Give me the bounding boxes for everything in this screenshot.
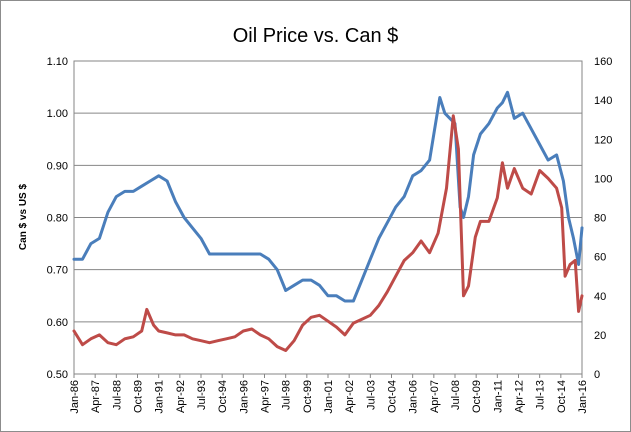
x-tick-label: Apr-12 <box>514 380 526 413</box>
y-tick-label: 0.90 <box>47 160 68 172</box>
x-tick-label: Oct-99 <box>302 380 314 413</box>
x-tick-label: Jan-01 <box>323 380 335 414</box>
y2-tick-label: 20 <box>594 330 606 342</box>
x-tick-label: Oct-89 <box>133 380 145 413</box>
x-tick-label: Jul-93 <box>196 380 208 410</box>
x-tick-label: Apr-97 <box>260 380 272 413</box>
x-tick-label: Jul-13 <box>535 380 547 410</box>
y2-tick-label: 0 <box>594 369 600 381</box>
x-tick-label: Jan-86 <box>69 380 81 414</box>
x-tick-label: Jan-06 <box>408 380 420 414</box>
y-tick-label: 0.50 <box>47 369 68 381</box>
y2-tick-label: 100 <box>594 173 612 185</box>
x-tick-label: Jul-88 <box>111 380 123 410</box>
series-layer <box>72 90 584 352</box>
y2-tick-label: 120 <box>594 134 612 146</box>
x-tick-label: Apr-02 <box>344 380 356 413</box>
y2-tick-label: 160 <box>594 56 612 68</box>
series-line-right-axis <box>72 114 584 352</box>
x-tick-label: Apr-92 <box>175 380 187 413</box>
chart-title: Oil Price vs. Can $ <box>233 25 399 47</box>
x-tick-label: Jan-91 <box>154 380 166 414</box>
y-tick-label: 1.00 <box>47 108 68 120</box>
y2-tick-label: 80 <box>594 213 606 225</box>
x-tick-label: Oct-94 <box>217 380 229 413</box>
x-tick-label: Jan-16 <box>577 380 589 414</box>
y-tick-label: 0.70 <box>47 265 68 277</box>
y-axis-label: Can $ vs US $ <box>18 183 29 250</box>
gridlines <box>74 112 582 323</box>
x-tick-label: Oct-09 <box>471 380 483 413</box>
x-tick-label: Jul-03 <box>365 380 377 410</box>
x-tick-label: Jan-11 <box>492 380 504 413</box>
x-tick-label: Jul-08 <box>450 380 462 410</box>
axes-layer: 0.50 0.60 0.70 0.80 0.90 1.00 1.10 0 20 40 60 80 100… <box>47 56 613 414</box>
x-tick-label: Oct-14 <box>556 380 568 413</box>
y-tick-label: 0.60 <box>47 317 68 329</box>
y2-tick-label: 140 <box>594 95 612 107</box>
x-tick-label: Jul-98 <box>281 380 293 410</box>
y2-tick-label: 60 <box>594 252 606 264</box>
x-tick-label: Oct-04 <box>387 380 399 413</box>
x-tick-label: Apr-87 <box>90 380 102 413</box>
y2-tick-label: 40 <box>594 291 606 303</box>
y-tick-label: 0.80 <box>47 213 68 225</box>
x-tick-label: Jan-96 <box>238 380 250 414</box>
x-tick-label: Apr-07 <box>429 380 441 413</box>
series-line-left-axis <box>72 90 584 303</box>
y-tick-label: 1.10 <box>47 56 68 68</box>
